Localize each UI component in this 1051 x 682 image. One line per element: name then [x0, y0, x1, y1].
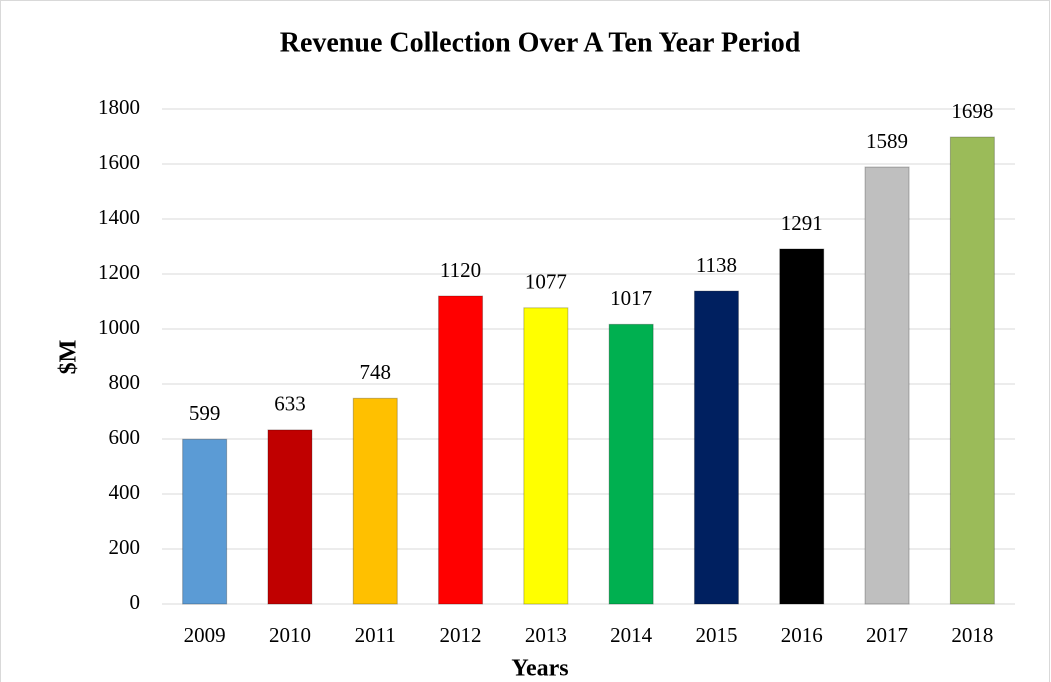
data-label: 1017 — [610, 286, 652, 310]
bar — [267, 429, 313, 605]
data-label: 633 — [274, 392, 306, 416]
y-tick-label: 1800 — [98, 95, 140, 119]
y-tick-label: 1200 — [98, 260, 140, 284]
x-tick-label: 2015 — [695, 623, 737, 647]
data-label: 1698 — [951, 99, 993, 123]
x-tick-label: 2016 — [781, 623, 823, 647]
y-tick-label: 600 — [109, 425, 141, 449]
x-tick-label: 2012 — [440, 623, 482, 647]
x-tick-label: 2013 — [525, 623, 567, 647]
bar — [182, 438, 228, 605]
x-tick-label: 2017 — [866, 623, 908, 647]
data-label: 1291 — [781, 211, 823, 235]
bar — [949, 136, 995, 605]
x-tick-label: 2014 — [610, 623, 653, 647]
x-tick-label: 2011 — [355, 623, 396, 647]
x-axis-title: Years — [511, 656, 568, 682]
data-label: 1120 — [440, 258, 481, 282]
x-tick-label: 2010 — [269, 623, 311, 647]
data-label: 599 — [189, 401, 221, 425]
y-tick-label: 0 — [130, 590, 141, 614]
data-label: 1138 — [696, 253, 737, 277]
bar — [438, 295, 484, 605]
data-label: 1589 — [866, 129, 908, 153]
data-label: 1077 — [525, 270, 567, 294]
bar — [523, 307, 569, 605]
chart-title: Revenue Collection Over A Ten Year Perio… — [280, 27, 801, 58]
y-tick-label: 800 — [109, 370, 141, 394]
y-tick-label: 1600 — [98, 150, 140, 174]
bar — [352, 397, 398, 605]
bar — [779, 248, 825, 605]
x-tick-label: 2018 — [951, 623, 993, 647]
bar — [693, 290, 739, 605]
x-tick-label: 2009 — [184, 623, 226, 647]
bar — [864, 166, 910, 605]
data-label: 748 — [360, 360, 392, 384]
y-tick-label: 1000 — [98, 315, 140, 339]
y-tick-label: 200 — [109, 535, 141, 559]
y-axis-title: $M — [56, 340, 82, 375]
y-tick-label: 400 — [109, 480, 141, 504]
y-tick-label: 1400 — [98, 205, 140, 229]
bar — [608, 323, 654, 605]
